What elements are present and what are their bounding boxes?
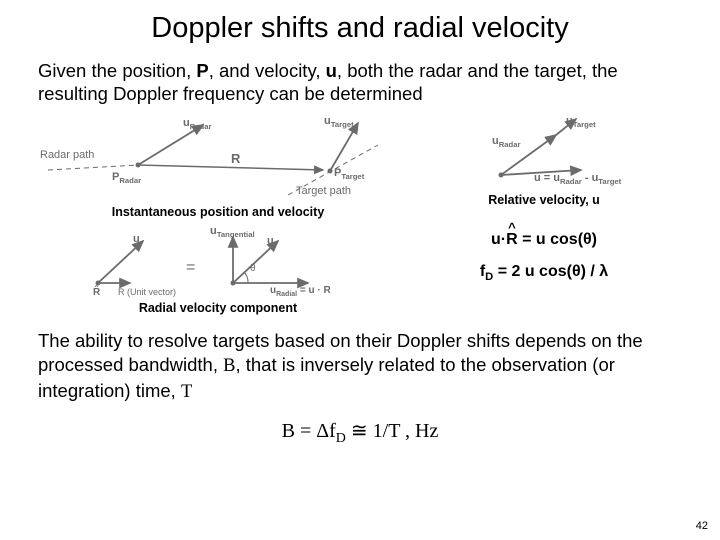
- lbl-R-unit-text: R (Unit vector): [118, 287, 176, 297]
- caption-radial: Radial velocity component: [38, 301, 398, 315]
- lbl-theta: θ: [250, 263, 256, 274]
- page-number: 42: [696, 520, 708, 532]
- eq-doppler-freq: fD = 2 u cos(θ) / λ: [406, 263, 682, 283]
- lbl-rel-utarget: uTarget: [566, 115, 596, 129]
- outro-B: B: [223, 356, 235, 376]
- eq-dot-product: u·R = u cos(θ): [406, 231, 682, 249]
- lbl-equals: =: [186, 259, 195, 277]
- caption-instantaneous: Instantaneous position and velocity: [38, 205, 398, 219]
- diagram-radial: u R̂ R (Unit vector) = uTangential u θ u…: [38, 225, 398, 299]
- lbl-u-radar: uRadar: [183, 117, 212, 131]
- caption-relative: Relative velocity, u: [406, 193, 682, 207]
- lbl-u: u: [133, 233, 140, 245]
- lbl-p-target: PTarget: [334, 167, 364, 181]
- diagram-relative: uTarget uRadar u = uRadar - uTarget: [406, 115, 682, 191]
- lbl-radar-path: Radar path: [40, 149, 94, 161]
- diagram-instantaneous: Radar path Target path uRadar uTarget PR…: [38, 115, 398, 203]
- lbl-u-radial: uRadial = u · R: [270, 285, 331, 298]
- intro-prefix: Given the position,: [38, 60, 196, 81]
- intro-u: u: [326, 60, 337, 81]
- page-title: Doppler shifts and radial velocity: [38, 12, 682, 45]
- lbl-R-unit: R̂: [93, 287, 100, 298]
- lbl-rel-uradar: uRadar: [492, 135, 521, 149]
- intro-text: Given the position, P, and velocity, u, …: [38, 59, 682, 105]
- lbl-u-target: uTarget: [324, 115, 354, 129]
- lbl-R: R: [231, 151, 240, 166]
- lbl-u2: u: [267, 235, 274, 247]
- eq-bandwidth: B = ΔfD ≅ 1/T , Hz: [38, 418, 682, 447]
- lbl-target-path: Target path: [296, 185, 351, 197]
- lbl-p-radar: PRadar: [112, 171, 141, 185]
- intro-P: P: [196, 60, 208, 81]
- outro-text: The ability to resolve targets based on …: [38, 329, 682, 404]
- intro-mid1: , and velocity,: [209, 60, 326, 81]
- lbl-u-tangential: uTangential: [210, 225, 255, 239]
- lbl-rel-result: u = uRadar - uTarget: [534, 172, 621, 186]
- outro-T: T: [181, 382, 192, 402]
